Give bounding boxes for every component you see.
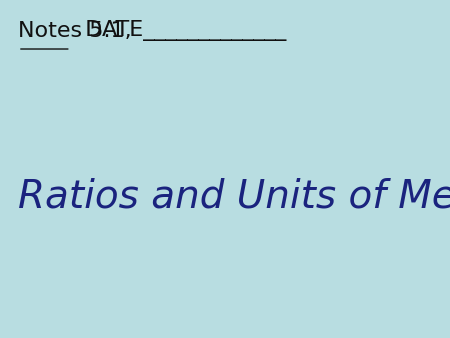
Text: Notes 5.1,: Notes 5.1, — [18, 21, 131, 41]
Text: DATE_____________: DATE_____________ — [71, 20, 286, 41]
Text: Ratios and Units of Measure: Ratios and Units of Measure — [18, 177, 450, 215]
